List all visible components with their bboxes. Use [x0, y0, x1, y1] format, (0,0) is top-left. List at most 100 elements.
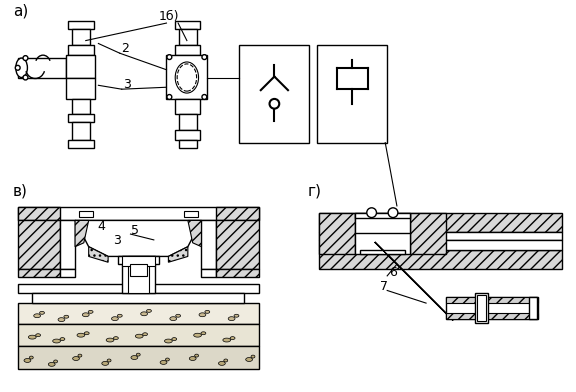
Ellipse shape: [29, 356, 33, 359]
Polygon shape: [375, 242, 453, 320]
Bar: [18, 207, 259, 220]
Ellipse shape: [64, 315, 69, 318]
Text: в): в): [13, 183, 28, 198]
Ellipse shape: [172, 338, 177, 341]
Bar: [175, 45, 200, 55]
Ellipse shape: [146, 309, 151, 312]
Text: 5: 5: [131, 224, 139, 237]
Bar: [355, 213, 410, 218]
Bar: [202, 269, 216, 277]
Ellipse shape: [24, 359, 31, 363]
Bar: [475, 293, 488, 323]
Ellipse shape: [195, 354, 199, 357]
Bar: [179, 29, 196, 45]
Bar: [68, 114, 93, 122]
Ellipse shape: [190, 357, 196, 361]
Ellipse shape: [16, 58, 28, 78]
Bar: [529, 297, 537, 319]
Bar: [72, 29, 90, 45]
Polygon shape: [89, 247, 108, 262]
Ellipse shape: [251, 355, 255, 358]
Bar: [66, 55, 96, 78]
Circle shape: [202, 94, 207, 100]
Circle shape: [270, 99, 279, 109]
Text: 7: 7: [380, 280, 388, 293]
Bar: [216, 220, 259, 269]
Bar: [60, 220, 75, 269]
Circle shape: [388, 208, 398, 218]
Ellipse shape: [54, 360, 58, 363]
Polygon shape: [375, 242, 441, 308]
Ellipse shape: [234, 314, 239, 317]
Bar: [319, 240, 562, 250]
Bar: [72, 122, 90, 140]
Ellipse shape: [160, 361, 167, 364]
Ellipse shape: [28, 335, 36, 339]
Circle shape: [167, 94, 172, 100]
Ellipse shape: [36, 334, 40, 337]
Text: г): г): [308, 183, 321, 198]
Bar: [353, 240, 411, 250]
Bar: [175, 99, 200, 114]
Bar: [72, 99, 90, 114]
Bar: [68, 21, 93, 29]
Circle shape: [367, 208, 377, 218]
Ellipse shape: [48, 363, 55, 366]
Ellipse shape: [246, 358, 252, 361]
Text: а): а): [13, 3, 28, 18]
Text: 2: 2: [121, 42, 128, 55]
Ellipse shape: [131, 356, 138, 359]
Ellipse shape: [52, 339, 60, 343]
Ellipse shape: [102, 361, 109, 365]
Ellipse shape: [78, 354, 82, 357]
Ellipse shape: [73, 357, 79, 361]
Bar: [122, 256, 155, 293]
Ellipse shape: [223, 338, 230, 342]
Bar: [122, 256, 155, 266]
Bar: [216, 269, 259, 277]
Ellipse shape: [218, 361, 225, 365]
Bar: [353, 232, 411, 240]
Bar: [216, 207, 259, 220]
Text: 3: 3: [123, 78, 131, 91]
Ellipse shape: [205, 310, 210, 313]
Bar: [66, 78, 96, 99]
Bar: [32, 293, 244, 303]
Polygon shape: [188, 220, 202, 247]
Ellipse shape: [175, 62, 199, 93]
Ellipse shape: [141, 312, 147, 316]
Bar: [68, 45, 93, 55]
Bar: [175, 21, 200, 29]
Ellipse shape: [113, 337, 118, 339]
Bar: [60, 269, 75, 277]
Ellipse shape: [118, 314, 122, 317]
Polygon shape: [75, 220, 202, 256]
Polygon shape: [75, 220, 89, 247]
Circle shape: [23, 56, 28, 60]
Bar: [445, 297, 538, 303]
Circle shape: [202, 54, 207, 60]
Bar: [410, 213, 445, 254]
Ellipse shape: [84, 332, 89, 335]
Ellipse shape: [230, 337, 235, 339]
Bar: [18, 303, 259, 325]
Bar: [319, 232, 562, 240]
Text: 6: 6: [389, 266, 397, 279]
Bar: [184, 211, 198, 216]
Bar: [202, 220, 216, 269]
Ellipse shape: [194, 333, 202, 337]
Bar: [360, 250, 405, 254]
Text: 3: 3: [113, 234, 121, 247]
Ellipse shape: [88, 310, 93, 313]
Bar: [127, 256, 149, 293]
Ellipse shape: [82, 313, 89, 317]
Polygon shape: [387, 254, 453, 320]
Bar: [79, 211, 93, 216]
Ellipse shape: [165, 339, 172, 343]
Bar: [445, 297, 538, 319]
Ellipse shape: [40, 311, 44, 314]
Polygon shape: [168, 247, 188, 262]
Ellipse shape: [137, 353, 140, 356]
Ellipse shape: [170, 317, 177, 321]
Ellipse shape: [34, 314, 40, 318]
